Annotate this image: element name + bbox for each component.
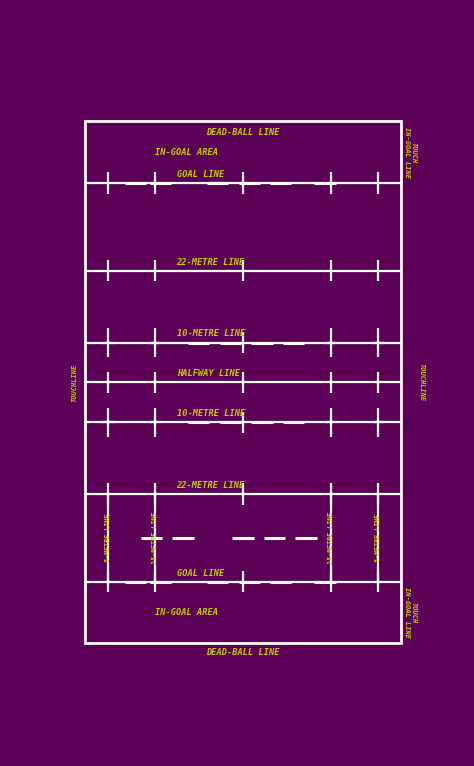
Text: GOAL LINE: GOAL LINE [177, 568, 224, 578]
Text: DEAD-BALL LINE: DEAD-BALL LINE [206, 648, 280, 657]
Text: IN-GOAL AREA: IN-GOAL AREA [155, 148, 218, 157]
Text: DEAD-BALL LINE: DEAD-BALL LINE [206, 129, 280, 137]
Text: 15-METRE LINE: 15-METRE LINE [152, 512, 158, 564]
Text: GOAL LINE: GOAL LINE [177, 170, 224, 179]
Text: 10-METRE LINE: 10-METRE LINE [177, 329, 245, 339]
Bar [85, 121, 401, 643]
Text: 5-METRE LINE: 5-METRE LINE [105, 514, 111, 562]
Text: 22-METRE LINE: 22-METRE LINE [177, 257, 245, 267]
Text: TOUCHLINE: TOUCHLINE [71, 363, 77, 401]
Text: 22-METRE LINE: 22-METRE LINE [177, 481, 245, 490]
Text: TOUCHLINE: TOUCHLINE [418, 363, 424, 401]
Text: TOUCH
IN-GOAL LINE: TOUCH IN-GOAL LINE [404, 126, 416, 178]
Text: 10-METRE LINE: 10-METRE LINE [177, 409, 245, 418]
Text: 5-METRE LINE: 5-METRE LINE [374, 514, 381, 562]
Text: HALFWAY LINE: HALFWAY LINE [177, 369, 239, 378]
Text: IN-GOAL AREA: IN-GOAL AREA [155, 608, 218, 617]
Text: TOUCH
IN-GOAL LINE: TOUCH IN-GOAL LINE [404, 587, 416, 638]
Text: 15-METRE LINE: 15-METRE LINE [328, 512, 334, 564]
